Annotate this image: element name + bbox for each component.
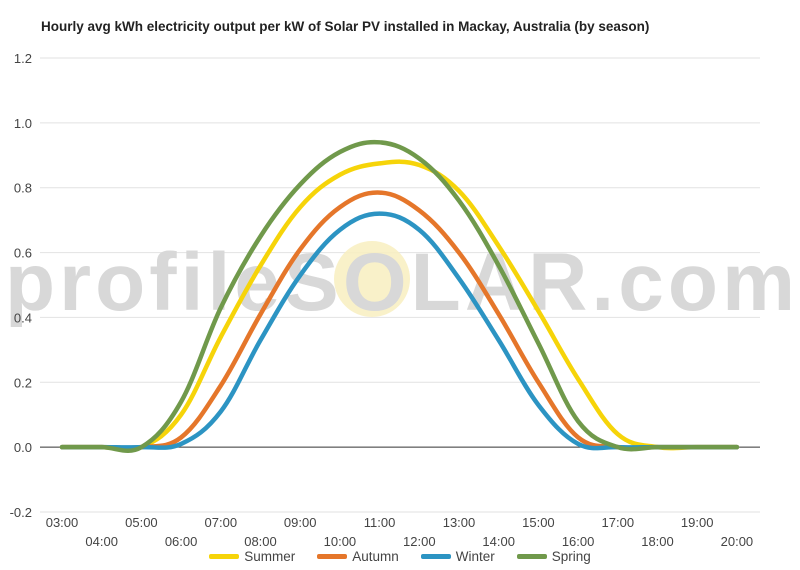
watermark: profileSOLAR.com (5, 237, 795, 328)
legend-label: Autumn (352, 549, 399, 564)
x-tick-label: 07:00 (205, 515, 238, 530)
y-tick-label: -0.2 (10, 505, 32, 520)
series-line-summer (59, 159, 740, 452)
y-tick-label: 0.2 (14, 375, 32, 390)
y-axis-labels: -0.2 0.0 0.2 0.4 0.6 0.8 1.0 1.2 (10, 51, 32, 520)
watermark-sun (334, 241, 410, 317)
x-tick-label: 03:00 (46, 515, 79, 530)
x-tick-label: 15:00 (522, 515, 555, 530)
x-tick-label: 20:00 (721, 534, 754, 549)
x-tick-label: 18:00 (641, 534, 674, 549)
legend-item-autumn[interactable]: Autumn (317, 549, 399, 564)
x-tick-label: 19:00 (681, 515, 714, 530)
gridlines (40, 57, 760, 513)
x-tick-label: 11:00 (364, 515, 396, 530)
x-tick-label: 16:00 (562, 534, 595, 549)
y-tick-label: 0.4 (14, 310, 32, 325)
legend: Summer Autumn Winter Spring (0, 549, 800, 564)
legend-item-summer[interactable]: Summer (209, 549, 295, 564)
y-tick-label: 0.0 (14, 440, 32, 455)
x-tick-label: 14:00 (482, 534, 515, 549)
series-lines (59, 139, 740, 453)
legend-label: Winter (455, 549, 495, 564)
legend-label: Summer (244, 549, 296, 564)
y-tick-label: 0.8 (14, 181, 32, 196)
legend-swatch (209, 554, 240, 559)
y-tick-label: 0.6 (14, 246, 32, 261)
legend-label: Spring (551, 549, 591, 564)
x-tick-label: 09:00 (284, 515, 317, 530)
x-axis-labels: 03:00 04:00 05:00 06:00 07:00 08:00 09:00 10:00… (46, 515, 753, 549)
x-tick-label: 05:00 (125, 515, 158, 530)
x-tick-label: 04:00 (85, 534, 118, 549)
legend-swatch (420, 554, 451, 559)
legend-swatch (516, 554, 547, 559)
series-line-spring (59, 139, 740, 453)
chart-title: Hourly avg kWh electricity output per kW… (41, 19, 650, 34)
y-tick-label: 1.2 (14, 51, 32, 66)
legend-item-spring[interactable]: Spring (516, 549, 591, 564)
x-tick-label: 10:00 (324, 534, 357, 549)
legend-swatch (317, 554, 348, 559)
y-tick-label: 1.0 (14, 116, 32, 131)
x-tick-label: 13:00 (443, 515, 476, 530)
x-tick-label: 08:00 (244, 534, 277, 549)
x-tick-label: 17:00 (602, 515, 635, 530)
legend-item-winter[interactable]: Winter (420, 549, 495, 564)
x-tick-label: 06:00 (165, 534, 198, 549)
x-tick-label: 12:00 (403, 534, 436, 549)
